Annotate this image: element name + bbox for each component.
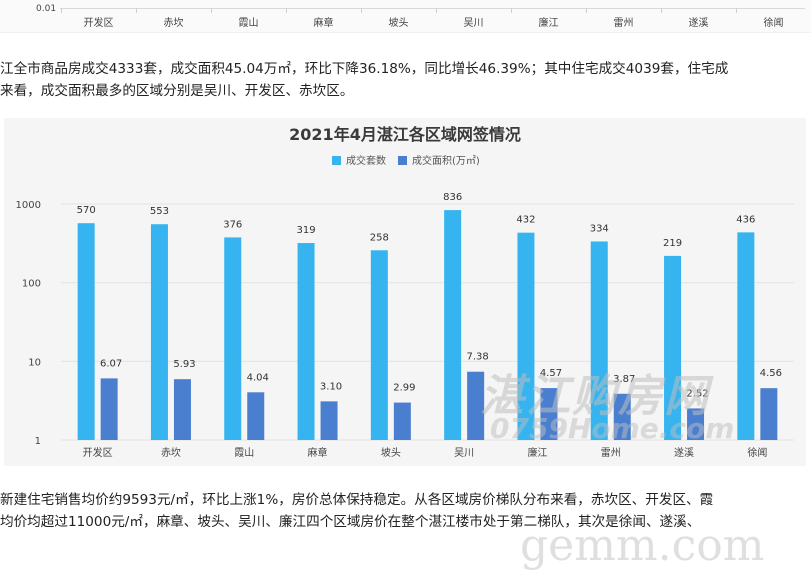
data-label-area: 4.57 (540, 368, 562, 379)
top-category-label: 廉江 (538, 18, 559, 29)
data-label-units: 436 (736, 214, 755, 225)
top-category-label: 雷州 (613, 18, 634, 29)
bar-area (467, 371, 485, 440)
data-label-units: 219 (663, 238, 682, 249)
bar-area (100, 378, 118, 440)
bar-area (760, 388, 778, 440)
x-category-label: 廉江 (527, 446, 547, 459)
x-category-label: 徐闻 (747, 446, 767, 459)
bar-units (150, 224, 168, 440)
y-tick-label: 1 (35, 436, 41, 447)
data-label-area: 3.10 (320, 381, 342, 392)
data-label-area: 2.52 (686, 388, 708, 399)
data-label-area: 2.99 (393, 383, 415, 394)
paragraph-2-line-2: 均价均超过11000元/㎡，麻章、坡头、吴川、廉江四个区域房价在整个湛江楼市处于… (0, 514, 701, 530)
paragraph-1-line-2: 来看，成交面积最多的区域分别是吴川、开发区、赤坎区。 (0, 83, 354, 99)
bar-units (224, 237, 242, 440)
bar-units (77, 223, 95, 440)
chart-container: 2021年4月湛江各区域网签情况成交套数 成交面积(万㎡) 1 10 100 1000 57… (4, 118, 806, 466)
bar-area (320, 401, 338, 440)
top-category-label: 吴川 (463, 18, 484, 29)
data-label-area: 7.38 (467, 352, 489, 363)
top-category-label: 遂溪 (688, 18, 709, 29)
data-label-units: 836 (443, 192, 462, 203)
data-label-area: 4.04 (247, 372, 269, 383)
top-category-label: 麻章 (313, 18, 334, 29)
bar-area (613, 393, 631, 440)
x-category-label: 遂溪 (674, 446, 694, 459)
bar-units (444, 210, 462, 440)
bar-units (664, 255, 682, 440)
top-category-label: 开发区 (83, 18, 114, 29)
legend-label-area: 成交面积(万㎡) (412, 154, 480, 167)
top-axis-tick (361, 8, 362, 13)
top-category-label: 坡头 (388, 18, 409, 29)
bar-area (393, 402, 411, 440)
top-baseline (60, 8, 805, 9)
x-category-label: 麻章 (308, 446, 328, 459)
bar-area (687, 408, 705, 440)
legend-swatch-area (398, 156, 407, 165)
legend-label-units: 成交套数 (346, 154, 386, 167)
bar-units (297, 243, 315, 440)
data-label-units: 258 (370, 232, 389, 243)
data-label-area: 4.56 (760, 368, 782, 379)
previous-chart-strip: 0.01 开发区 赤坎 霞山 麻章 坡头 吴川 廉江 雷州 遂溪 徐闻 (0, 0, 811, 33)
data-label-units: 319 (297, 225, 316, 236)
data-label-units: 376 (223, 219, 242, 230)
x-category-label: 霞山 (234, 447, 254, 459)
paragraph-1-line-1: 江全市商品房成交4333套，成交面积45.04万㎡，环比下降36.18%，同比增… (0, 61, 729, 77)
chart-title: 2021年4月湛江各区域网签情况 (289, 125, 521, 144)
y-tick-label: 10 (28, 357, 41, 368)
legend-swatch-units (332, 156, 341, 165)
x-category-label: 开发区 (83, 446, 113, 459)
data-label-area: 5.93 (173, 359, 195, 370)
bar-units (370, 250, 388, 440)
data-label-area: 6.07 (100, 358, 122, 369)
bar-area (173, 379, 191, 440)
paragraph-2-line-1: 新建住宅销售均价约9593元/㎡，环比上涨1%，房价总体保持稳定。从各区域房价梯… (0, 492, 714, 508)
top-axis-tick (511, 8, 512, 13)
bar-units (737, 232, 755, 440)
bar-area (247, 392, 265, 440)
data-label-units: 553 (150, 206, 169, 217)
x-category-label: 赤坎 (161, 446, 181, 459)
bar-units (590, 241, 608, 440)
bar-area (540, 388, 558, 440)
data-label-units: 432 (516, 215, 535, 226)
data-label-area: 3.87 (613, 374, 635, 385)
top-axis-tick (286, 8, 287, 13)
top-axis-tick (586, 8, 587, 13)
top-category-label: 赤坎 (163, 18, 184, 29)
x-category-label: 坡头 (381, 446, 401, 459)
top-ytick: 0.01 (36, 4, 57, 14)
data-label-units: 570 (77, 205, 96, 216)
x-category-label: 吴川 (454, 447, 474, 459)
top-axis-tick (61, 8, 62, 13)
y-tick-label: 1000 (16, 200, 41, 211)
data-label-units: 334 (590, 223, 609, 234)
bar-units (517, 232, 535, 440)
top-category-label: 徐闻 (763, 18, 784, 29)
top-axis-tick (436, 8, 437, 13)
top-axis-tick (211, 8, 212, 13)
top-axis-tick (736, 8, 737, 13)
top-axis-tick (661, 8, 662, 13)
y-tick-label: 100 (22, 279, 41, 290)
top-axis-tick (136, 8, 137, 13)
top-category-label: 霞山 (238, 18, 259, 29)
x-category-label: 雷州 (601, 447, 621, 459)
